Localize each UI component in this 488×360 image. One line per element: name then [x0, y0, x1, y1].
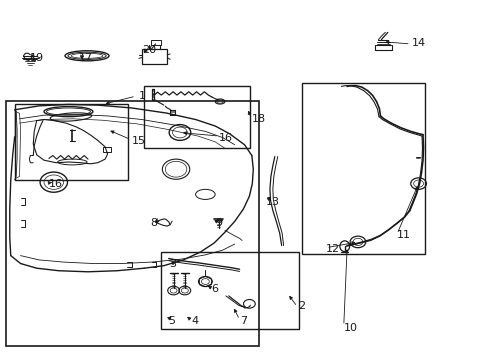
Text: 13: 13: [265, 197, 279, 207]
Bar: [150, 40, 161, 45]
Text: 4: 4: [191, 316, 199, 326]
Bar: [142, 49, 167, 64]
Text: 18: 18: [252, 114, 266, 124]
Text: 11: 11: [396, 230, 410, 240]
Text: 10: 10: [343, 323, 357, 333]
Text: 1: 1: [139, 91, 145, 101]
Text: 16: 16: [219, 132, 233, 143]
Text: 19: 19: [30, 53, 44, 63]
Text: 5: 5: [167, 316, 174, 326]
Text: 6: 6: [211, 284, 218, 294]
Text: 16: 16: [49, 179, 63, 189]
Text: 14: 14: [411, 38, 425, 48]
Text: 7: 7: [240, 316, 247, 326]
Bar: [15, 104, 128, 180]
Text: 9: 9: [215, 218, 222, 228]
Text: 8: 8: [150, 218, 158, 228]
Text: 2: 2: [298, 301, 305, 311]
Bar: [6, 101, 259, 346]
Bar: [161, 252, 299, 329]
Bar: [302, 83, 425, 254]
Text: 20: 20: [142, 45, 156, 55]
Text: 3: 3: [169, 258, 176, 269]
Bar: [102, 147, 111, 152]
Text: 15: 15: [132, 136, 146, 146]
Text: 17: 17: [79, 53, 93, 63]
Bar: [144, 86, 250, 148]
Text: 12: 12: [325, 244, 339, 254]
